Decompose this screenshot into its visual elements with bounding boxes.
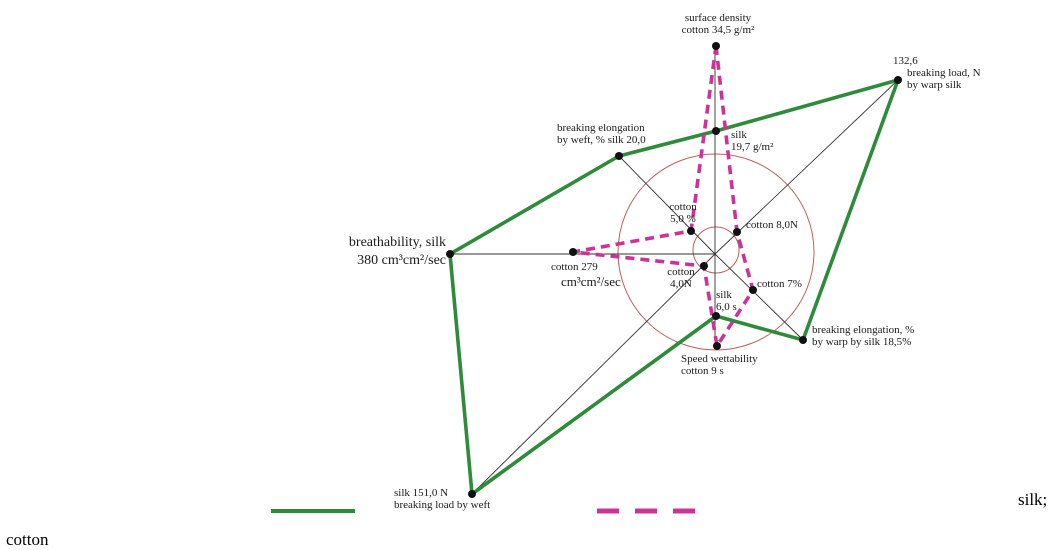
series-cotton-polygon xyxy=(572,45,755,351)
outer-circle xyxy=(617,153,815,351)
chart-label-8: cotton 279 cm³cm²/sec xyxy=(551,261,621,289)
axis-line-5 xyxy=(471,253,716,495)
cotton-point-1 xyxy=(712,42,720,50)
axis-line-2 xyxy=(714,79,899,255)
chart-label-3: silk 19,7 g/m² xyxy=(731,129,774,153)
cotton-point-2 xyxy=(733,228,741,236)
chart-label-10: cotton 7% xyxy=(757,278,802,290)
silk-point-6 xyxy=(446,250,454,258)
axis-line-7 xyxy=(618,155,716,255)
cotton-point-6 xyxy=(569,248,577,256)
chart-label-13: Speed wettability cotton 9 s xyxy=(681,353,758,377)
silk-point-5 xyxy=(468,490,476,498)
silk-point-3 xyxy=(799,336,807,344)
cotton-point-7 xyxy=(687,227,695,235)
cotton-point-4 xyxy=(713,342,721,350)
series-silk-polygon xyxy=(448,77,901,498)
silk-point-4 xyxy=(712,312,720,320)
silk-point-1 xyxy=(712,127,720,135)
chart-label-5: cotton 5,0 % xyxy=(669,201,697,225)
legend-silk-label: silk; xyxy=(1018,490,1048,509)
axis-line-3 xyxy=(714,253,804,341)
cotton-point-5 xyxy=(700,262,708,270)
chart-label-6: cotton 8,0N xyxy=(746,219,798,231)
legend-cotton-label: cotton xyxy=(6,530,49,549)
chart-label-1: surface density cotton 34,5 g/m² xyxy=(682,12,755,36)
chart-label-4: breaking elongation by weft, % silk 20,0 xyxy=(557,122,646,146)
cotton-point-3 xyxy=(749,286,757,294)
chart-label-11: silk 6,0 s xyxy=(716,289,737,313)
silk-point-2 xyxy=(894,76,902,84)
chart-label-7: breathability, silk 380 cm³cm²/sec xyxy=(349,235,446,268)
chart-label-12: breaking elongation, % by warp by silk 18… xyxy=(812,324,914,348)
inner-circle xyxy=(692,226,740,274)
silk-point-7 xyxy=(615,152,623,160)
chart-label-9: cotton 4,0N xyxy=(667,266,695,290)
